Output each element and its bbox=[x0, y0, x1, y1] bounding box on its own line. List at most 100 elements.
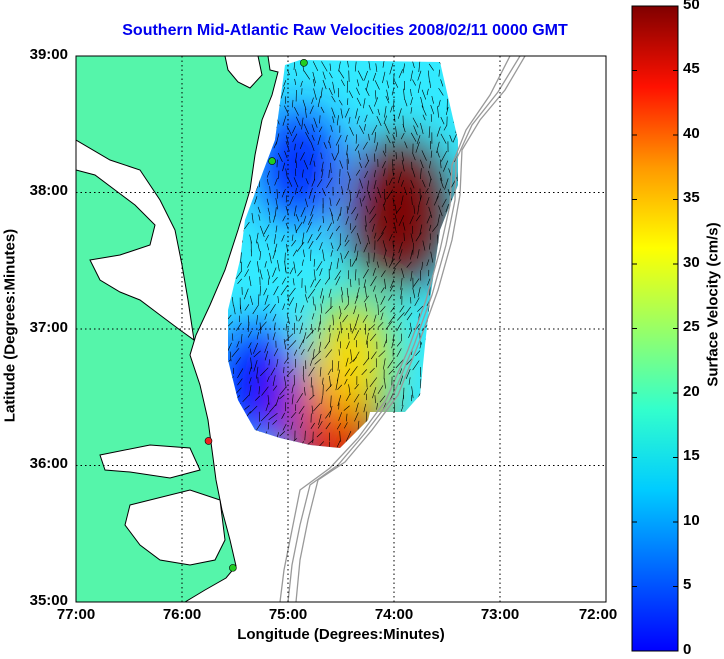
velocity-arrow bbox=[310, 205, 315, 216]
velocity-arrow bbox=[345, 430, 352, 442]
velocity-arrow bbox=[368, 133, 370, 141]
velocity-arrow bbox=[320, 288, 324, 299]
velocity-arrow bbox=[401, 421, 405, 429]
velocity-arrow bbox=[445, 79, 450, 92]
velocity-arrow bbox=[273, 286, 279, 296]
velocity-arrow bbox=[298, 339, 305, 349]
velocity-arrow bbox=[273, 234, 277, 244]
velocity-arrow bbox=[392, 197, 395, 204]
velocity-arrow bbox=[280, 438, 285, 447]
velocity-arrow bbox=[311, 97, 314, 104]
velocity-arrow bbox=[394, 114, 396, 123]
velocity-hotspot bbox=[228, 326, 295, 441]
velocity-arrow bbox=[363, 295, 369, 303]
velocity-arrow bbox=[357, 232, 362, 245]
velocity-arrow bbox=[410, 249, 413, 260]
velocity-arrow bbox=[240, 252, 242, 264]
velocity-arrow bbox=[456, 267, 458, 275]
velocity-arrow bbox=[340, 252, 343, 263]
velocity-arrow bbox=[337, 88, 340, 98]
velocity-arrow bbox=[363, 123, 366, 131]
velocity-arrow bbox=[317, 225, 322, 232]
velocity-arrow bbox=[268, 359, 271, 366]
velocity-arrow bbox=[308, 188, 313, 199]
velocity-arrow bbox=[325, 305, 333, 314]
velocity-arrow bbox=[392, 268, 396, 275]
velocity-arrow bbox=[438, 87, 444, 96]
velocity-arrow bbox=[382, 150, 386, 157]
velocity-arrow bbox=[444, 178, 449, 190]
velocity-arrow bbox=[311, 134, 315, 141]
velocity-arrow bbox=[300, 207, 306, 218]
velocity-arrow bbox=[335, 134, 342, 146]
velocity-arrow bbox=[431, 305, 440, 315]
velocity-arrow bbox=[329, 72, 333, 79]
velocity-arrow bbox=[286, 368, 294, 377]
velocity-arrow bbox=[273, 348, 279, 357]
velocity-arrow bbox=[384, 106, 387, 118]
velocity-arrow bbox=[440, 375, 448, 384]
velocity-arrow bbox=[362, 195, 366, 202]
velocity-arrow bbox=[448, 285, 451, 295]
velocity-arrow bbox=[429, 81, 431, 88]
velocity-arrow bbox=[344, 304, 349, 311]
velocity-arrow bbox=[450, 285, 458, 295]
velocity-arrow bbox=[301, 232, 305, 245]
velocity-arrow bbox=[449, 341, 452, 350]
velocity-arrow bbox=[346, 413, 348, 422]
velocity-arrow bbox=[404, 141, 408, 149]
velocity-arrow bbox=[299, 186, 303, 193]
velocity-arrow bbox=[325, 410, 331, 419]
velocity-arrow bbox=[420, 122, 424, 134]
velocity-arrow bbox=[286, 125, 293, 136]
velocity-arrow bbox=[272, 419, 278, 425]
velocity-arrow bbox=[439, 159, 442, 169]
velocity-arrow bbox=[434, 394, 439, 402]
velocity-arrow bbox=[337, 144, 340, 154]
velocity-arrow bbox=[283, 376, 287, 388]
velocity-arrow bbox=[258, 386, 260, 395]
velocity-arrow bbox=[362, 314, 368, 323]
velocity-arrow bbox=[400, 277, 403, 290]
velocity-arrow bbox=[329, 261, 332, 271]
velocity-arrow bbox=[266, 198, 269, 206]
velocity-arrow bbox=[364, 170, 369, 179]
velocity-arrow bbox=[387, 421, 393, 428]
velocity-arrow bbox=[448, 88, 454, 97]
velocity-arrow bbox=[433, 414, 439, 420]
velocity-arrow bbox=[329, 375, 331, 387]
velocity-arrow bbox=[420, 159, 424, 169]
velocity-arrow bbox=[417, 249, 420, 259]
velocity-arrow bbox=[248, 342, 252, 349]
velocity-arrow bbox=[257, 241, 260, 252]
velocity-arrow bbox=[254, 196, 258, 205]
velocity-arrow bbox=[428, 206, 433, 218]
velocity-arrow bbox=[249, 451, 258, 458]
velocity-arrow bbox=[267, 132, 270, 140]
velocity-arrow bbox=[354, 243, 357, 253]
velocity-arrow bbox=[294, 78, 297, 86]
velocity-arrow bbox=[335, 225, 340, 232]
velocity-arrow bbox=[337, 360, 340, 371]
velocity-arrow bbox=[355, 213, 359, 221]
velocity-arrow bbox=[456, 189, 458, 198]
y-tick-label: 39:00 bbox=[29, 46, 68, 63]
velocity-arrow bbox=[264, 294, 269, 305]
velocity-arrow bbox=[288, 340, 297, 349]
velocity-arrow bbox=[307, 288, 316, 299]
velocity-arrow bbox=[377, 108, 380, 116]
velocity-arrow bbox=[335, 378, 339, 391]
velocity-arrow bbox=[336, 331, 341, 342]
velocity-arrow bbox=[455, 243, 458, 253]
velocity-arrow bbox=[268, 403, 277, 413]
velocity-arrow bbox=[318, 414, 322, 425]
velocity-arrow bbox=[237, 378, 243, 386]
velocity-arrow bbox=[386, 135, 391, 144]
velocity-arrow bbox=[450, 447, 458, 448]
velocity-arrow bbox=[280, 285, 288, 296]
velocity-arrow bbox=[259, 269, 263, 280]
velocity-arrow bbox=[243, 288, 249, 300]
velocity-arrow bbox=[410, 413, 414, 424]
velocity-arrow bbox=[439, 441, 449, 448]
velocity-arrow bbox=[428, 224, 432, 232]
